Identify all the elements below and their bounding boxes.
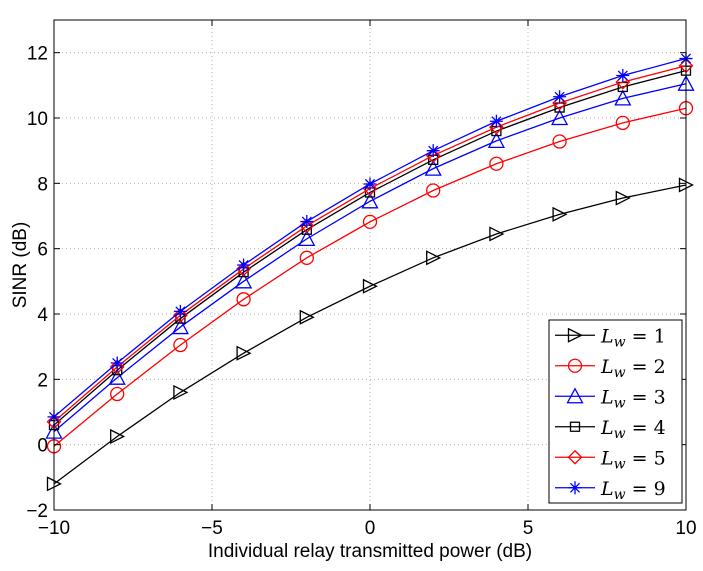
legend-label: Lw = 2 bbox=[600, 356, 666, 381]
data-point bbox=[489, 114, 503, 128]
x-tick-label: 10 bbox=[675, 518, 696, 539]
data-point bbox=[171, 318, 189, 335]
data-point bbox=[236, 292, 251, 307]
legend-marker bbox=[567, 358, 583, 373]
x-tick-label: −5 bbox=[201, 518, 223, 539]
legend-marker bbox=[567, 327, 583, 343]
data-point bbox=[553, 90, 567, 104]
data-point bbox=[173, 384, 189, 400]
series-line bbox=[53, 70, 687, 426]
y-tick-label: 6 bbox=[37, 240, 48, 261]
legend: Lw = 1 Lw = 2 Lw = 3 Lw = 4 Lw = 5 Lw = 9 bbox=[548, 319, 683, 504]
y-tick-label: 12 bbox=[27, 44, 48, 65]
y-tick-label: 8 bbox=[37, 174, 48, 195]
data-point bbox=[237, 258, 251, 272]
data-point bbox=[552, 134, 567, 149]
y-tick-label: 4 bbox=[37, 305, 48, 326]
series-group bbox=[45, 52, 695, 492]
data-point bbox=[172, 307, 188, 323]
data-point bbox=[615, 115, 630, 131]
y-axis-label: SINR (dB) bbox=[10, 222, 31, 309]
legend-item: Lw = 4 bbox=[555, 417, 666, 442]
data-point bbox=[110, 386, 125, 402]
data-point bbox=[173, 304, 187, 318]
legend-item: Lw = 3 bbox=[555, 386, 666, 411]
legend-marker bbox=[567, 449, 583, 465]
data-point bbox=[110, 428, 126, 445]
data-point bbox=[300, 215, 314, 229]
data-point bbox=[108, 368, 126, 385]
data-point bbox=[362, 214, 378, 230]
legend-marker bbox=[566, 387, 584, 404]
data-point bbox=[299, 309, 315, 325]
series-6 bbox=[47, 52, 693, 424]
y-tick-label: 2 bbox=[37, 370, 48, 391]
x-tick-label: −10 bbox=[38, 518, 70, 539]
data-point bbox=[489, 156, 504, 171]
data-point bbox=[487, 131, 505, 149]
legend-marker bbox=[568, 481, 582, 495]
data-point bbox=[298, 229, 316, 247]
ticks: −10 −5 0 5 10 −2 0 2 4 6 8 10 12 bbox=[26, 20, 697, 539]
data-point bbox=[361, 192, 379, 209]
data-point bbox=[173, 337, 188, 353]
y-tick-label: −2 bbox=[26, 501, 48, 522]
legend-box bbox=[548, 319, 683, 504]
series-1 bbox=[46, 177, 694, 492]
series-line bbox=[53, 83, 687, 433]
y-tick-label: 0 bbox=[37, 436, 48, 457]
series-line bbox=[53, 184, 687, 485]
x-tick-label: 5 bbox=[523, 518, 534, 539]
data-point bbox=[552, 206, 568, 222]
data-point bbox=[109, 359, 125, 375]
legend-label: Lw = 1 bbox=[600, 325, 666, 350]
data-point bbox=[489, 226, 505, 242]
data-point bbox=[426, 183, 441, 198]
data-point bbox=[614, 89, 632, 106]
series-2 bbox=[46, 101, 694, 454]
legend-item: Lw = 2 bbox=[555, 356, 666, 381]
legend-label: Lw = 3 bbox=[600, 386, 666, 411]
data-point bbox=[299, 218, 315, 234]
data-point bbox=[236, 345, 252, 361]
legend-item: Lw = 1 bbox=[555, 325, 666, 350]
data-point bbox=[110, 356, 124, 370]
legend-label: Lw = 4 bbox=[600, 417, 666, 442]
data-point bbox=[551, 109, 569, 126]
y-tick-label: 10 bbox=[27, 109, 48, 130]
data-point bbox=[235, 272, 253, 289]
data-point bbox=[424, 159, 442, 176]
legend-label: Lw = 5 bbox=[600, 447, 666, 472]
data-point bbox=[362, 278, 378, 294]
legend-item: Lw = 5 bbox=[555, 447, 666, 472]
legend-item: Lw = 9 bbox=[555, 478, 666, 503]
data-point bbox=[426, 144, 440, 158]
legend-label: Lw = 9 bbox=[600, 478, 666, 503]
x-axis-label: Individual relay transmitted power (dB) bbox=[208, 541, 532, 562]
data-point bbox=[299, 250, 314, 265]
data-point bbox=[363, 177, 377, 191]
legend-marker bbox=[569, 421, 581, 432]
data-point bbox=[616, 69, 630, 83]
series-line bbox=[53, 107, 687, 447]
x-tick-label: 0 bbox=[365, 518, 376, 539]
data-point bbox=[426, 250, 442, 266]
data-point bbox=[236, 261, 252, 277]
data-point bbox=[615, 190, 631, 206]
